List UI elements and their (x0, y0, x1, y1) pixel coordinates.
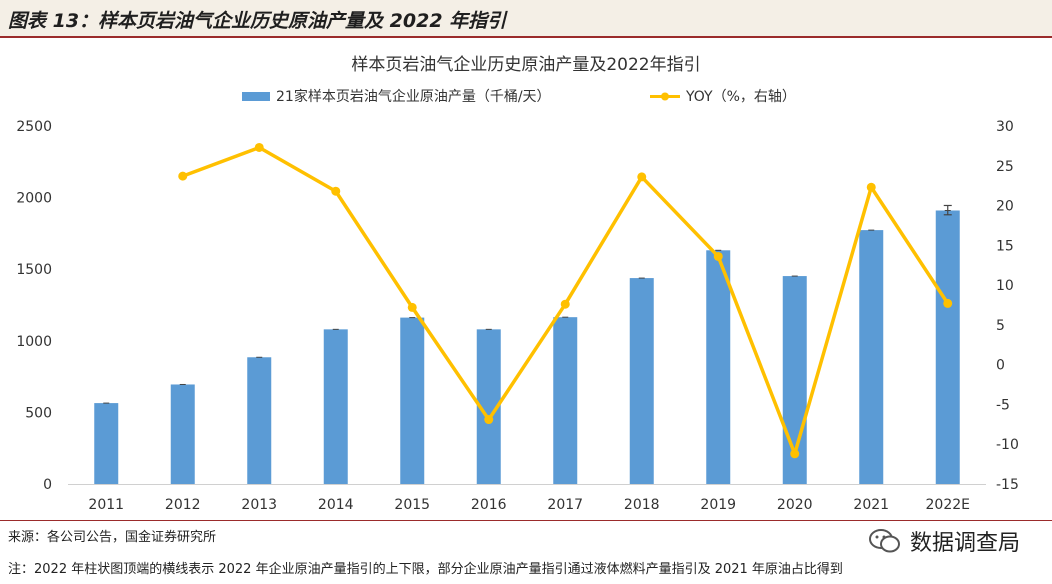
legend-line-label: YOY（%，右轴） (685, 89, 796, 105)
x-tick-label: 2014 (318, 497, 354, 513)
axes: 0 500 1000 1500 2000 2500 -15 -10 -5 0 5 10 15 20 25 30… (16, 119, 1019, 513)
y-left-tick-label: 2500 (16, 119, 52, 135)
y-right-tick-label: 30 (996, 119, 1014, 135)
title-rule (0, 36, 1052, 38)
y-left-tick-label: 2000 (16, 191, 52, 207)
yoy-point (331, 186, 341, 196)
x-tick-label: 2013 (241, 497, 277, 513)
x-tick-label: 2017 (547, 497, 583, 513)
chart-title: 样本页岩油气企业历史原油产量及2022年指引 (351, 55, 700, 75)
y-right-tick-label: 25 (996, 159, 1014, 175)
legend: 21家样本页岩油气企业原油产量（千桶/天） YOY（%，右轴） (242, 88, 796, 105)
yoy-point (484, 415, 494, 425)
x-tick-label: 2022E (926, 497, 970, 513)
bar (553, 317, 578, 484)
bottom-rule (0, 520, 1052, 521)
figure-title: 图表 13：样本页岩油气企业历史原油产量及 2022 年指引 (8, 10, 507, 32)
x-tick-label: 2015 (394, 497, 430, 513)
watermark-text: 数据调查局 (910, 531, 1021, 556)
bar (859, 230, 884, 484)
yoy-point (560, 299, 570, 309)
watermark: 数据调查局 (868, 525, 1020, 557)
x-tick-label: 2011 (88, 497, 124, 513)
line-series (178, 142, 953, 459)
bar (706, 250, 731, 484)
legend-line-marker (661, 92, 669, 101)
y-right-tick-label: -10 (996, 437, 1019, 453)
bar (323, 329, 348, 484)
x-tick-label: 2018 (624, 497, 660, 513)
wechat-icon (869, 529, 900, 553)
bar (170, 384, 195, 484)
y-left-tick-label: 1500 (16, 262, 52, 278)
x-tick-label: 2016 (471, 497, 507, 513)
note-text: 注：2022 年柱状图顶端的横线表示 2022 年企业原油产量指引的上下限，部分… (8, 562, 843, 577)
source-text: 来源：各公司公告，国金证券研究所 (8, 530, 217, 545)
yoy-point (943, 298, 953, 308)
x-tick-label: 2019 (700, 497, 736, 513)
yoy-point (254, 142, 264, 152)
y-right-tick-label: -5 (996, 397, 1010, 413)
bar (400, 317, 425, 484)
bar-series (94, 204, 960, 484)
y-left-tick-label: 0 (43, 477, 52, 493)
bar (247, 357, 272, 484)
x-tick-label: 2012 (165, 497, 201, 513)
y-right-tick-label: 0 (996, 358, 1005, 374)
y-left-tick-label: 500 (25, 405, 52, 421)
yoy-point (178, 171, 188, 181)
bar (629, 278, 654, 484)
legend-bar-swatch (242, 92, 270, 101)
y-right-tick-label: 10 (996, 278, 1014, 294)
x-tick-label: 2020 (777, 497, 813, 513)
y-right-tick-label: -15 (996, 477, 1019, 493)
y-left-tick-label: 1000 (16, 334, 52, 350)
y-right-tick-label: 15 (996, 238, 1014, 254)
figure-title-bar: 图表 13：样本页岩油气企业历史原油产量及 2022 年指引 (0, 0, 1052, 36)
bar (94, 403, 119, 484)
y-right-tick-label: 5 (996, 318, 1005, 334)
chart: 样本页岩油气企业历史原油产量及2022年指引 21家样本页岩油气企业原油产量（千… (16, 55, 1019, 513)
yoy-point (713, 251, 723, 261)
yoy-point (790, 449, 800, 459)
yoy-point (866, 182, 876, 192)
y-right-tick-label: 20 (996, 199, 1014, 215)
x-tick-label: 2021 (853, 497, 889, 513)
yoy-point (407, 302, 417, 312)
yoy-point (637, 172, 647, 182)
bar (935, 210, 960, 484)
legend-bar-label: 21家样本页岩油气企业原油产量（千桶/天） (276, 88, 551, 105)
